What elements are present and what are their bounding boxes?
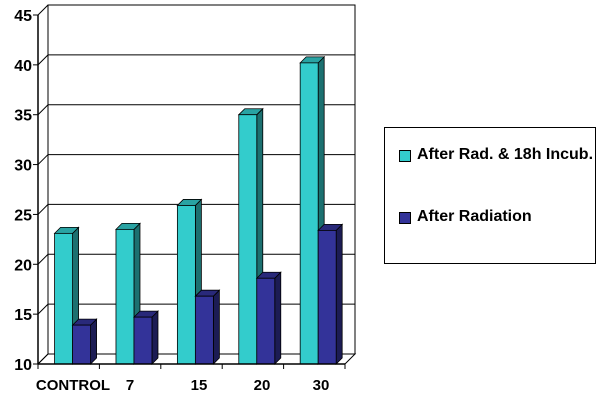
bar-2-7 [133, 310, 159, 365]
y-tick-label: 25 [14, 207, 32, 224]
legend: After Rad. & 18h Incub. After Radiation [384, 127, 596, 264]
legend-item-series-1: After Rad. & 18h Incub. [399, 145, 595, 165]
legend-item-series-2: After Radiation [399, 207, 595, 227]
y-tick-label: 40 [14, 58, 32, 75]
x-tick-label: 15 [191, 377, 208, 394]
x-tick-label: 30 [313, 377, 330, 394]
gridline [37, 4, 355, 16]
y-tick-label: 35 [14, 108, 32, 125]
bars [53, 55, 344, 365]
legend-label-series-1: After Rad. & 18h Incub. [417, 146, 594, 163]
y-tick-label: 15 [14, 307, 32, 324]
bar-2-30 [317, 223, 344, 365]
axes [33, 14, 346, 369]
bar-2-20 [255, 271, 282, 365]
legend-label-series-2: After Radiation [417, 208, 532, 225]
y-tick-label: 10 [14, 357, 32, 374]
bar-2-15 [194, 289, 221, 365]
x-tick-label: CONTROL [36, 377, 110, 394]
y-tick-label: 45 [14, 8, 32, 25]
x-tick-label: 20 [254, 377, 271, 394]
gridline [37, 54, 355, 66]
gridline [37, 104, 355, 116]
y-tick-label: 30 [14, 158, 32, 175]
y-tick-labels: 10 15 20 25 30 35 40 45 [14, 8, 32, 374]
x-tick-labels: CONTROL 7 15 20 30 [36, 377, 329, 394]
x-tick-label: 7 [126, 377, 134, 394]
legend-swatch-series-1 [399, 150, 411, 162]
legend-swatch-series-2 [399, 212, 411, 224]
y-tick-label: 20 [14, 257, 32, 274]
bar-2-control [71, 318, 98, 365]
